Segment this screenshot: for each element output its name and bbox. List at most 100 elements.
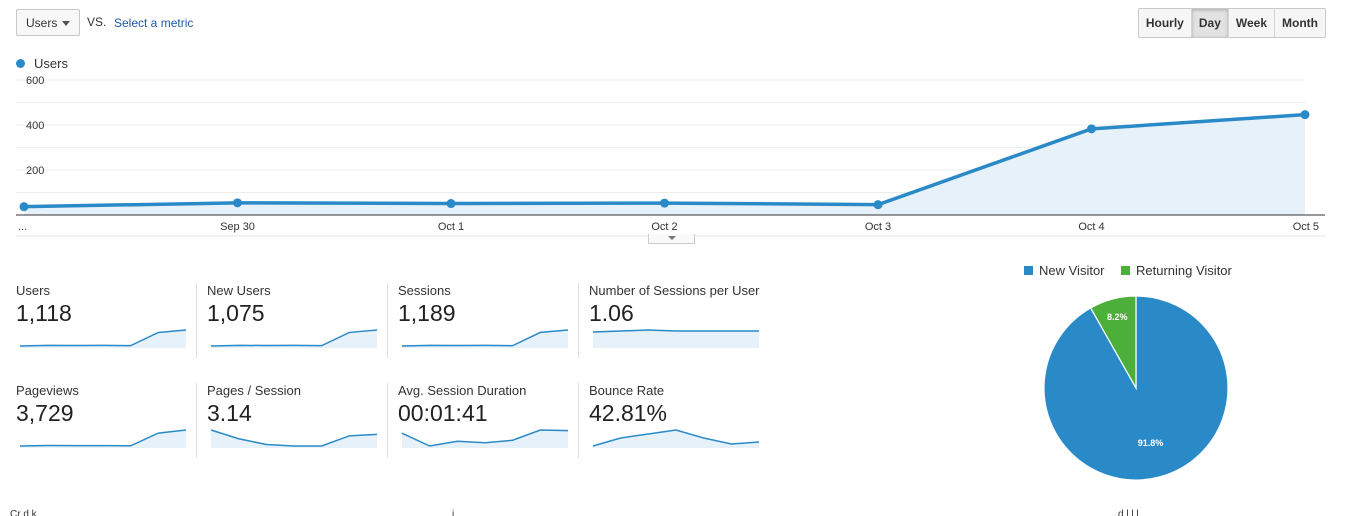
pie-legend-returning: Returning Visitor [1121, 263, 1232, 278]
sparkline [592, 329, 759, 348]
x-tick-label: Oct 1 [438, 221, 464, 233]
card-divider [196, 283, 197, 358]
scorecard-label: Number of Sessions per User [589, 283, 760, 298]
month-button[interactable]: Month [1274, 9, 1325, 37]
sparkline-area [402, 330, 568, 348]
scorecard-label: Avg. Session Duration [398, 383, 527, 398]
sparkline [210, 429, 378, 448]
scorecard[interactable]: Avg. Session Duration 00:01:41 [398, 383, 578, 459]
data-point[interactable] [233, 198, 242, 208]
chevron-down-icon [62, 21, 70, 26]
scorecard[interactable]: Users 1,118 [16, 283, 196, 359]
scorecard-label: Users [16, 283, 50, 298]
sparkline-line [592, 329, 759, 333]
scorecard-value: 1,189 [398, 300, 456, 326]
scorecard-value: 1,075 [207, 300, 265, 326]
sparkline-area [402, 430, 568, 448]
scorecard-value: 00:01:41 [398, 400, 488, 426]
sparkline-line [19, 429, 187, 447]
card-divider [578, 383, 579, 458]
data-point[interactable] [19, 202, 29, 212]
card-divider [387, 283, 388, 358]
svg-text:i: i [452, 509, 454, 516]
scorecard[interactable]: Number of Sessions per User 1.06 [589, 283, 769, 359]
sparkline-line [210, 329, 378, 347]
scorecard[interactable]: Sessions 1,189 [398, 283, 578, 359]
pie-slice-label: 8.2% [1107, 312, 1128, 322]
legend-series-label: Users [34, 56, 68, 71]
svg-text:Cr d k: Cr d k [10, 509, 38, 516]
sparkline [19, 329, 187, 348]
sparkline-area [211, 330, 377, 348]
chart-expander[interactable] [648, 234, 695, 244]
scorecard-value: 1.06 [589, 300, 634, 326]
series-area [24, 114, 1305, 215]
sparkline-line [401, 429, 569, 447]
scorecard[interactable]: Pageviews 3,729 [16, 383, 196, 459]
scorecard-label: Sessions [398, 283, 451, 298]
y-tick-label: 600 [26, 75, 44, 87]
users-line-chart: 600 400 200... Sep 30 Oct 1 Oct 2 Oct 3 Oct 4 Oc… [16, 75, 1325, 237]
sparkline-line [210, 429, 378, 447]
chevron-down-icon [668, 236, 676, 240]
scorecard-label: Pageviews [16, 383, 79, 398]
data-point[interactable] [660, 198, 669, 208]
sparkline-line [19, 329, 187, 347]
day-button[interactable]: Day [1190, 9, 1228, 37]
sparkline-area [593, 430, 759, 448]
sparkline [592, 429, 760, 448]
week-button[interactable]: Week [1227, 9, 1275, 37]
sparkline-area [20, 430, 186, 448]
y-tick-label: 400 [26, 120, 44, 132]
visitor-pie-chart: 91.8% 8.2% [1043, 295, 1229, 481]
sparkline-area [211, 430, 377, 448]
scorecard-value: 3.14 [207, 400, 252, 426]
scorecard-label: New Users [207, 283, 271, 298]
scorecard[interactable]: Bounce Rate 42.81% [589, 383, 769, 459]
data-point[interactable] [1087, 124, 1096, 134]
scorecard-value: 1,118 [16, 300, 72, 326]
svg-text:d l l l: d l l l [1118, 509, 1139, 516]
series-dot-icon [16, 59, 25, 68]
scorecard-label: Pages / Session [207, 383, 301, 398]
metric-select[interactable]: Users [16, 9, 80, 36]
sparkline [401, 429, 569, 448]
card-divider [387, 383, 388, 458]
y-tick-label: 200 [26, 165, 44, 177]
sparkline [19, 429, 187, 448]
data-point[interactable] [1300, 110, 1310, 120]
scorecard-label: Bounce Rate [589, 383, 665, 398]
pie-slice-label: 91.8% [1138, 438, 1164, 448]
x-tick-label: Oct 5 [1293, 221, 1319, 233]
x-tick-label: Oct 4 [1078, 221, 1104, 233]
pie-legend-new-label: New Visitor [1039, 263, 1105, 278]
select-metric-link[interactable]: Select a metric [114, 16, 194, 30]
legend-swatch-icon [1024, 266, 1033, 275]
scorecard-value: 42.81% [589, 400, 668, 426]
sparkline [210, 329, 378, 348]
x-tick-label: Oct 3 [865, 221, 891, 233]
sparkline-area [20, 330, 186, 348]
x-tick-label: ... [18, 221, 27, 233]
chart-legend: Users [16, 56, 68, 71]
data-point[interactable] [446, 199, 456, 209]
scorecard[interactable]: New Users 1,075 [207, 283, 387, 359]
x-tick-label: Sep 30 [220, 221, 255, 233]
sparkline-area [593, 330, 759, 348]
data-point[interactable] [873, 200, 883, 210]
card-divider [578, 283, 579, 358]
legend-swatch-icon [1121, 266, 1130, 275]
hourly-button[interactable]: Hourly [1138, 9, 1191, 37]
cut-off-content: Cr d k i d l l l [10, 509, 1139, 516]
pie-legend-new: New Visitor [1024, 263, 1105, 278]
card-divider [196, 383, 197, 458]
scorecard-value: 3,729 [16, 400, 74, 426]
scorecard[interactable]: Pages / Session 3.14 [207, 383, 387, 459]
sparkline-line [592, 429, 760, 447]
x-tick-label: Oct 2 [651, 221, 677, 233]
pie-slice[interactable] [1089, 295, 1137, 391]
sparkline-line [401, 329, 569, 347]
granularity-toggle: Hourly Day Week Month [1137, 8, 1326, 38]
pie-legend-returning-label: Returning Visitor [1136, 263, 1232, 278]
vs-label: VS. [87, 15, 107, 29]
